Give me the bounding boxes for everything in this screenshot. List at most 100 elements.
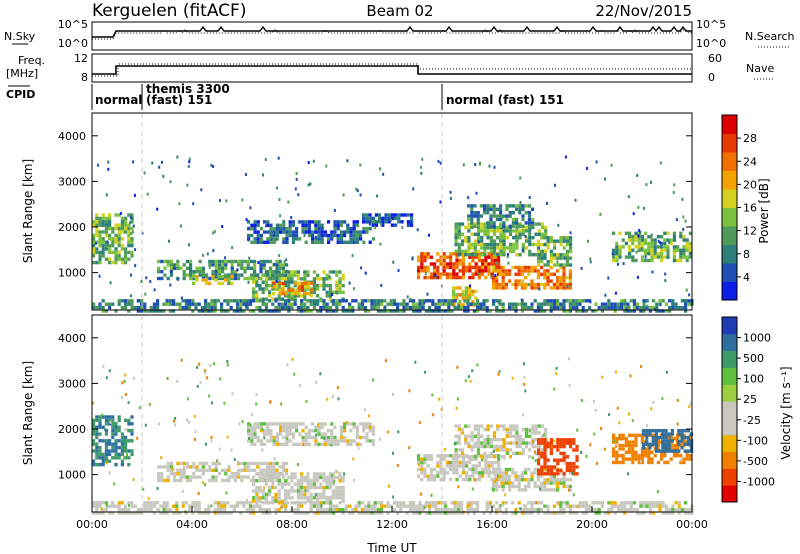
heatmap-cell (426, 252, 430, 256)
heatmap-cell (120, 305, 124, 310)
heatmap-cell (272, 468, 276, 472)
heatmap-cell (423, 467, 427, 472)
heatmap-cell (496, 225, 500, 230)
heatmap-cell (316, 501, 320, 505)
heatmap-speckle (593, 432, 596, 436)
heatmap-cell (255, 479, 259, 483)
heatmap-cell (367, 299, 371, 303)
heatmap-cell (464, 424, 468, 428)
heatmap-cell (562, 481, 566, 485)
heatmap-speckle (382, 172, 385, 176)
heatmap-cell (415, 504, 419, 508)
heatmap-cell (559, 239, 563, 243)
heatmap-cell (581, 299, 585, 303)
heatmap-cell (420, 467, 424, 472)
heatmap-cell (95, 260, 99, 265)
heatmap-cell (540, 424, 545, 428)
heatmap-cell (117, 250, 121, 255)
heatmap-cell (229, 305, 233, 310)
heatmap-cell (426, 454, 430, 458)
heatmap-cell (402, 309, 406, 313)
heatmap-cell (101, 425, 105, 429)
heatmap-cell (628, 440, 632, 444)
heatmap-cell (615, 245, 619, 249)
heatmap-cell (191, 504, 195, 508)
heatmap-cell (124, 230, 128, 234)
heatmap-cell (252, 294, 256, 298)
heatmap-cell (559, 286, 563, 290)
heatmap-speckle (473, 478, 476, 482)
heatmap-cell (266, 422, 270, 426)
heatmap-cell (277, 475, 281, 480)
heatmap-cell (198, 270, 202, 274)
heatmap-cell (263, 429, 267, 433)
heatmap-cell (101, 459, 105, 463)
heatmap-cell (204, 309, 208, 313)
heatmap-speckle (241, 198, 244, 202)
heatmap-cell (198, 259, 202, 264)
heatmap-cell (303, 492, 307, 497)
heatmap-cell (647, 252, 651, 256)
heatmap-speckle (336, 386, 339, 390)
heatmap-cell (530, 305, 534, 310)
heatmap-cell (181, 504, 185, 508)
heatmap-cell (290, 485, 294, 490)
y-tick-label: 2000 (58, 423, 86, 436)
heatmap-cell (679, 454, 683, 458)
heatmap-cell (618, 245, 622, 249)
heatmap-cell (316, 507, 320, 512)
heatmap-cell (256, 233, 260, 238)
heatmap-cell (553, 246, 557, 250)
heatmap-cell (117, 507, 121, 512)
heatmap-cell (607, 501, 611, 505)
heatmap-cell (101, 237, 105, 241)
heatmap-speckle (567, 488, 570, 492)
heatmap-cell (521, 214, 525, 218)
heatmap-cell (364, 504, 368, 508)
heatmap-cell (616, 302, 620, 306)
heatmap-cell (392, 302, 396, 306)
heatmap-cell (546, 511, 550, 515)
heatmap-cell (189, 276, 193, 281)
heatmap-cell (336, 227, 340, 231)
heatmap-cell (618, 248, 622, 252)
heatmap-cell (130, 213, 134, 217)
heatmap-cell (436, 272, 440, 276)
heatmap-cell (521, 229, 525, 233)
heatmap-cell (338, 302, 342, 306)
heatmap-cell (518, 236, 522, 240)
heatmap-cell (287, 270, 291, 274)
heatmap-speckle (515, 441, 518, 445)
heatmap-cell (328, 501, 332, 505)
heatmap-cell (408, 507, 412, 512)
heatmap-cell (687, 507, 691, 512)
heatmap-cell (360, 507, 364, 512)
heatmap-cell (471, 265, 475, 270)
heatmap-cell (439, 457, 443, 461)
heatmap-cell (623, 305, 627, 310)
heatmap-cell (683, 449, 687, 453)
heatmap-cell (200, 305, 204, 310)
heatmap-cell (661, 504, 665, 508)
heatmap-cell (651, 429, 655, 433)
heatmap-cell (624, 231, 628, 235)
heatmap-cell (546, 458, 550, 462)
heatmap-cell (120, 459, 124, 463)
heatmap-cell (233, 273, 237, 277)
heatmap-cell (533, 286, 537, 290)
heatmap-cell (654, 446, 658, 450)
heatmap-cell (669, 447, 673, 451)
heatmap-cell (434, 309, 438, 313)
heatmap-cell (428, 299, 432, 303)
heatmap-cell (325, 475, 329, 480)
heatmap-cell (227, 478, 231, 483)
colorbar-swatch (722, 451, 737, 469)
heatmap-cell (306, 482, 310, 486)
heatmap-cell (290, 501, 294, 505)
heatmap-cell (365, 425, 369, 429)
heatmap-cell (160, 270, 164, 274)
colorbar-tick-label: -100 (743, 434, 768, 447)
heatmap-cell (264, 305, 268, 310)
heatmap-cell (465, 460, 469, 465)
